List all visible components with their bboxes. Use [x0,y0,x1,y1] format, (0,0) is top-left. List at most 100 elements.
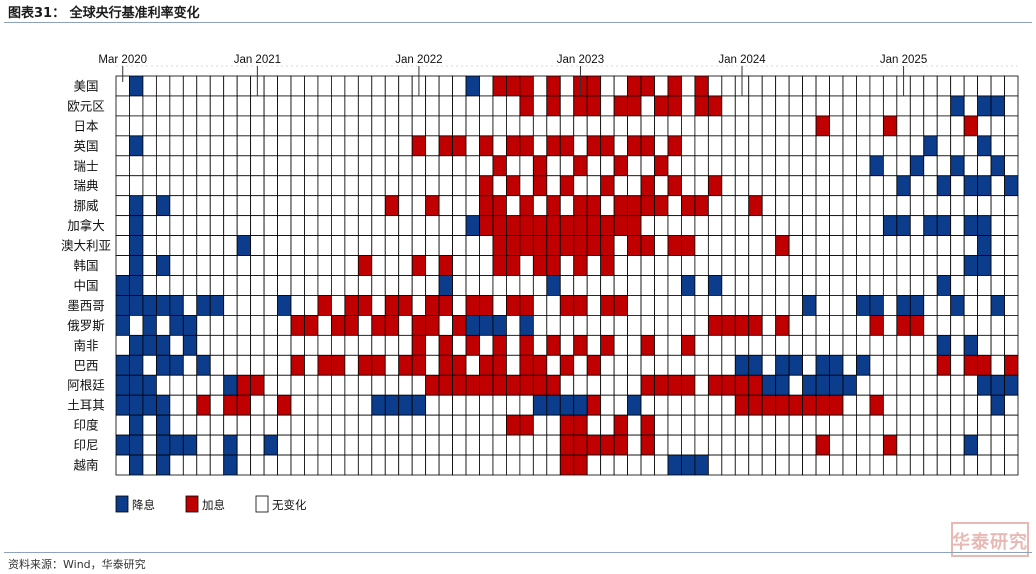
heatmap-cell [842,374,857,396]
heatmap-cell [169,334,184,356]
heatmap-cell [182,394,198,416]
heatmap-cell [546,414,561,436]
heatmap-cell [263,414,278,436]
heatmap-cell [748,135,763,157]
heatmap-cell [371,314,386,336]
heatmap-cell [492,255,507,276]
heatmap-cell [330,135,346,157]
heatmap-cell [546,354,561,376]
heatmap-cell [802,235,817,256]
heatmap-cell [546,374,561,396]
heatmap-cell [829,135,844,157]
heatmap-cell [411,155,427,177]
heatmap-cell [546,275,561,296]
heatmap-cell [304,374,319,396]
heatmap-cell [963,454,979,476]
heatmap-cell [223,195,238,217]
heatmap-cell [196,155,211,177]
heatmap-cell [209,354,225,376]
row-label: 阿根廷 [67,378,105,393]
heatmap-cell [923,354,938,376]
heatmap-cell [627,95,642,117]
heatmap-cell [788,434,803,456]
heatmap-cell [559,195,575,217]
heatmap-cell [465,354,480,376]
heatmap-cell [330,354,346,376]
heatmap-cell [371,75,386,97]
heatmap-cell [182,314,198,336]
heatmap-cell [155,275,171,296]
heatmap-cell [748,414,763,436]
heatmap-cell [681,195,696,217]
heatmap-cell [842,255,857,276]
heatmap-cell [707,135,723,157]
heatmap-cell [923,115,938,137]
heatmap-cell [546,135,561,157]
heatmap-cell [384,155,400,177]
heatmap-cell [869,374,884,396]
heatmap-cell [277,195,292,217]
heatmap-cell [115,275,130,296]
heatmap-cell [748,295,763,316]
heatmap-cell [734,334,750,356]
heatmap-cell [479,374,494,396]
heatmap-cell [357,95,373,117]
heatmap-cell [182,95,198,117]
heatmap-cell [936,135,952,157]
heatmap-cell [775,295,790,316]
heatmap-cell [923,295,938,316]
heatmap-cell [371,95,386,117]
heatmap-cell [290,155,305,177]
heatmap-cell [506,454,521,476]
heatmap-cell [492,195,507,217]
heatmap-cell [263,235,278,256]
heatmap-cell [129,354,144,376]
heatmap-cell [721,135,736,157]
heatmap-cell [155,314,171,336]
heatmap-cell [640,75,655,97]
heatmap-cell [169,75,184,97]
heatmap-cell [479,75,494,97]
heatmap-cell [842,295,857,316]
heatmap-cell [411,414,427,436]
heatmap-cell [681,75,696,97]
heatmap-cell [519,374,534,396]
heatmap-cell [829,314,844,336]
heatmap-cell [169,135,184,157]
heatmap-cell [398,235,413,256]
heatmap-cell [196,314,211,336]
heatmap-cell [236,255,252,276]
heatmap-cell [142,135,157,157]
heatmap-cell [425,115,440,137]
heatmap-cell [492,135,507,157]
heatmap-cell [640,215,655,236]
heatmap-cell [788,295,803,316]
heatmap-cell [223,434,238,456]
heatmap-cell [882,414,898,436]
heatmap-cell [707,235,723,256]
heatmap-cell [263,354,278,376]
heatmap-cell [546,394,561,416]
heatmap-cell [290,135,305,157]
heatmap-cell [963,95,979,117]
heatmap-cell [371,235,386,256]
heatmap-cell [250,454,265,476]
heatmap-cell [842,334,857,356]
heatmap-cell [532,394,548,416]
heatmap-cell [304,215,319,236]
heatmap-cell [775,374,790,396]
heatmap-cell [909,314,925,336]
heatmap-cell [909,195,925,217]
heatmap-cell [532,75,548,97]
heatmap-cell [182,255,198,276]
heatmap-cell [923,414,938,436]
heatmap-cell [438,414,453,436]
heatmap-cell [936,434,952,456]
heatmap-cell [344,215,359,236]
heatmap-cell [155,354,171,376]
heatmap-cell [492,175,507,197]
heatmap-cell [438,354,453,376]
heatmap-cell [169,155,184,177]
heatmap-cell [465,215,480,236]
heatmap-cell [573,414,588,436]
